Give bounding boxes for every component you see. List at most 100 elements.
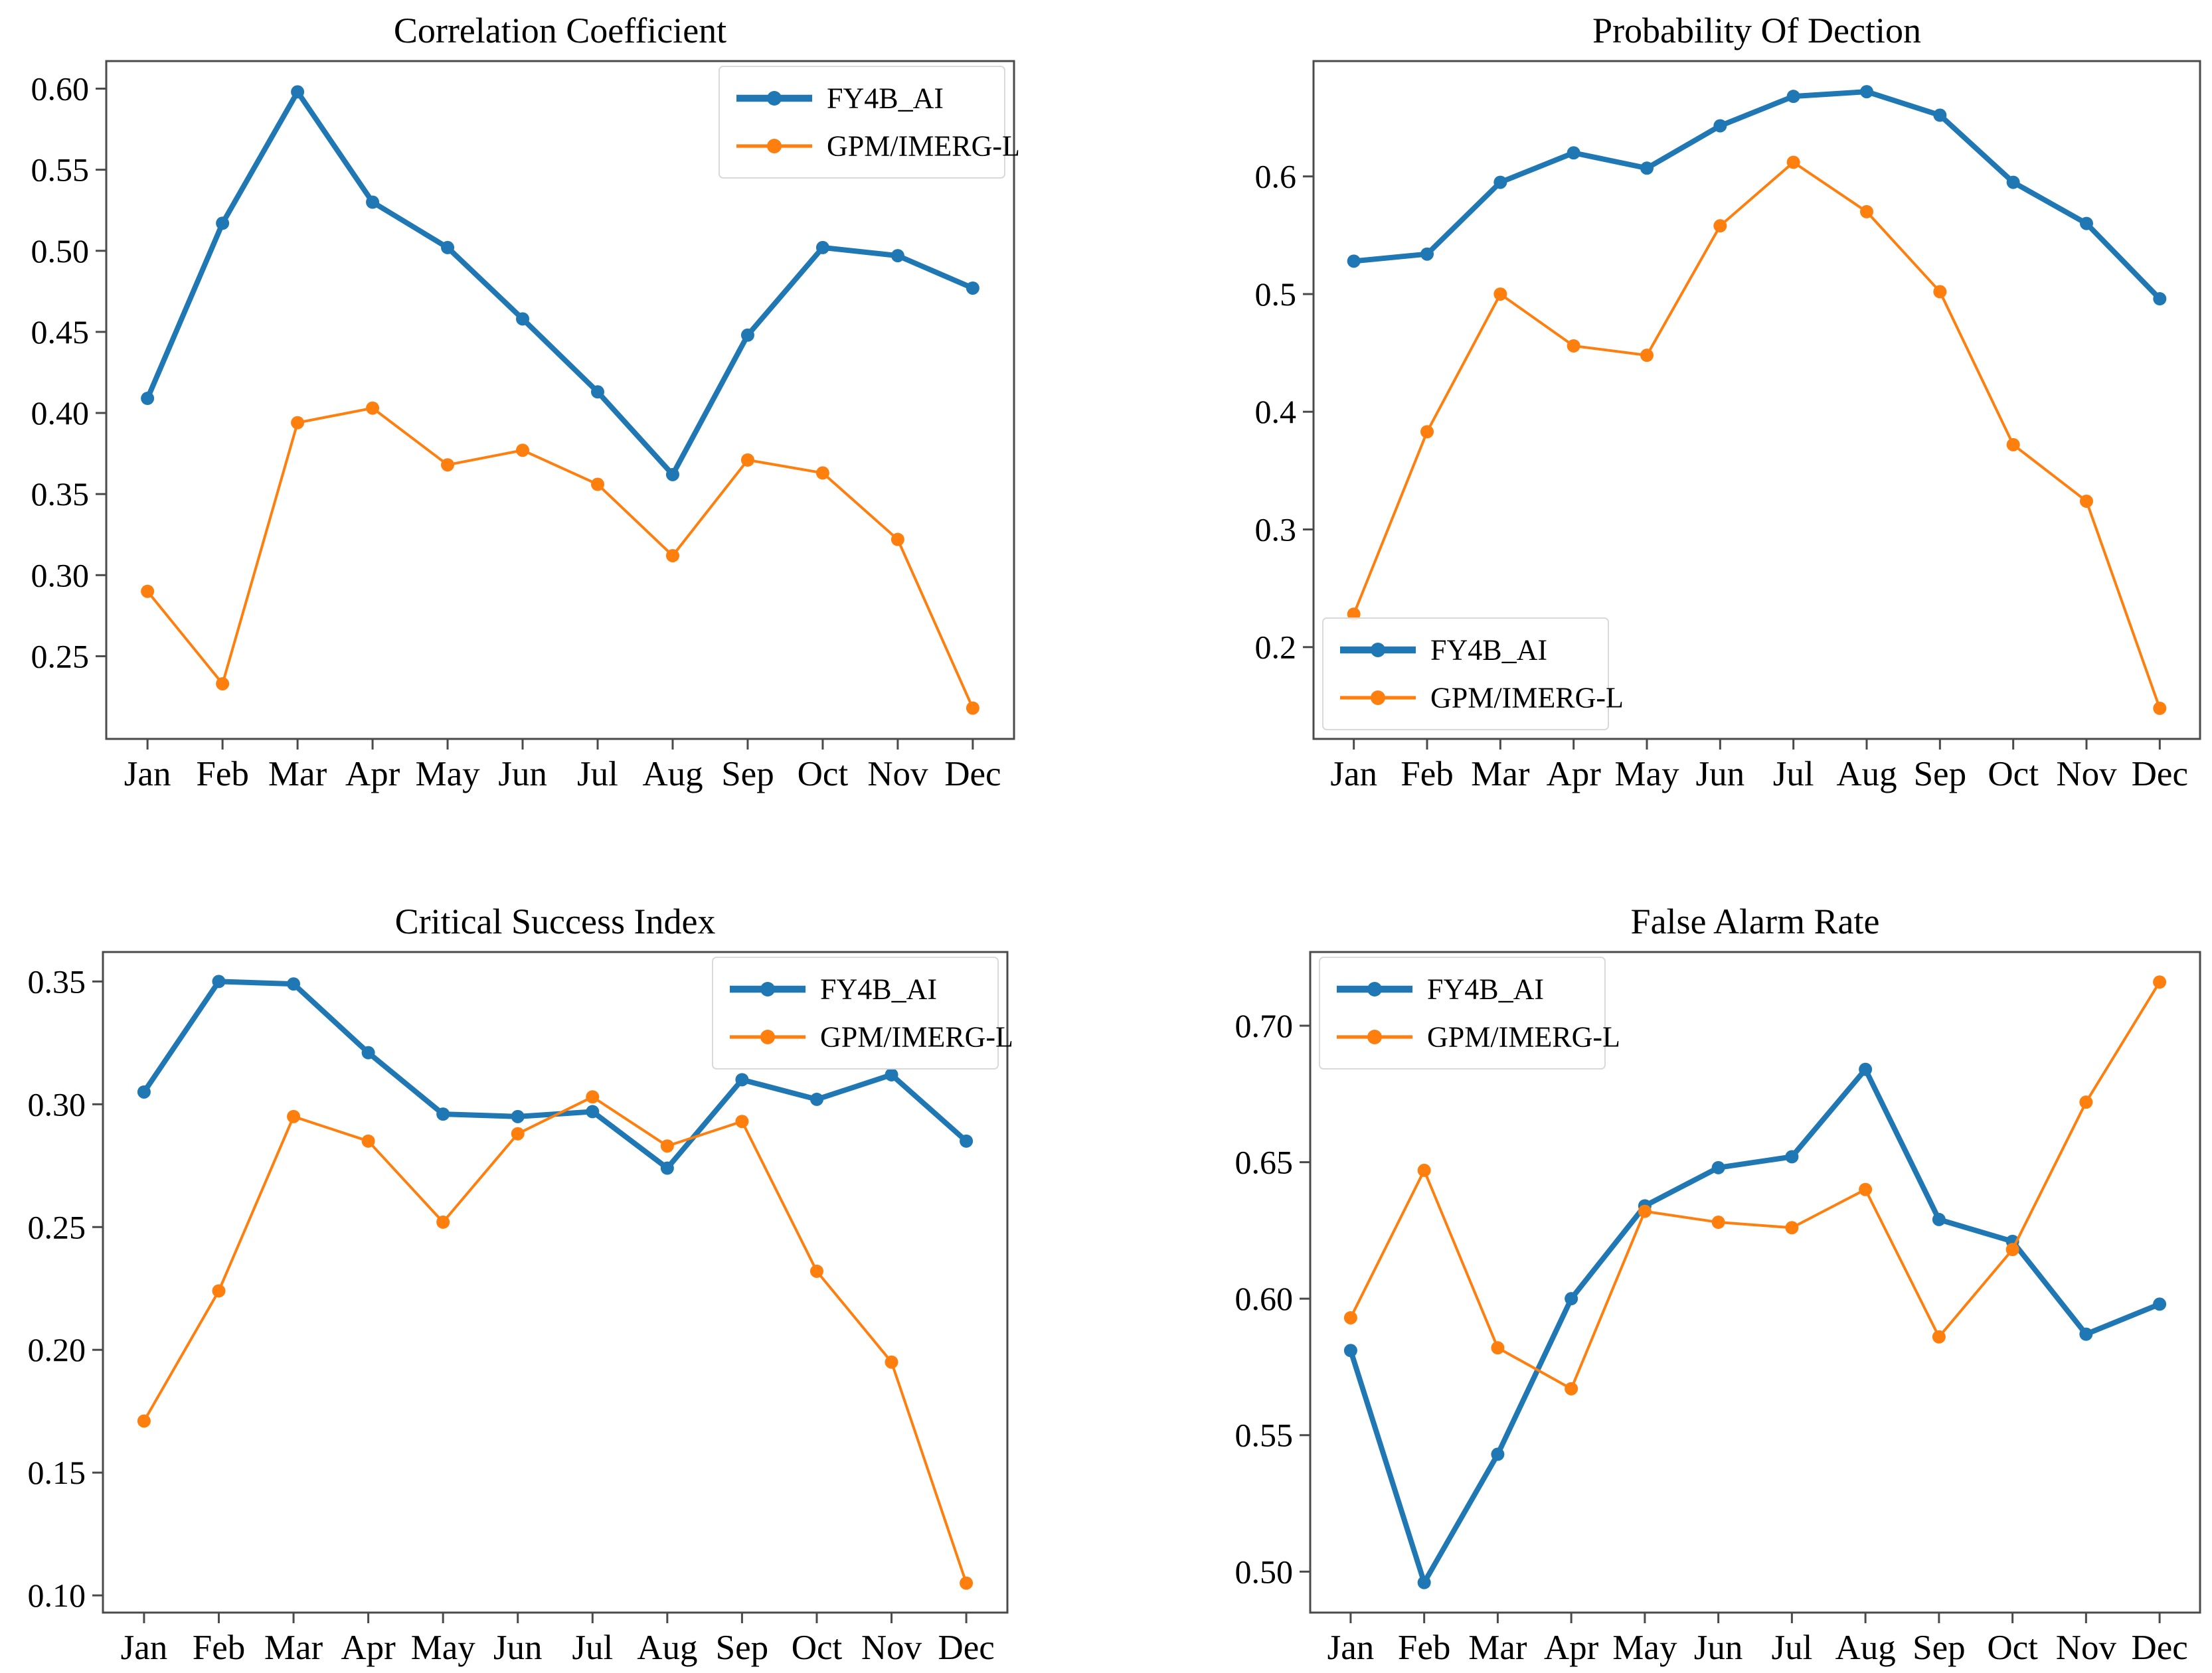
x-tick-label: Dec [944, 755, 1001, 793]
legend-label: FY4B_AI [1430, 634, 1547, 667]
y-tick-label: 0.45 [31, 313, 90, 351]
series-line-0 [145, 89, 976, 477]
chart-title: False Alarm Rate [1631, 902, 1880, 941]
x-tick-label: Nov [867, 755, 928, 793]
x-tick-label: Jun [1694, 1629, 1743, 1667]
legend-marker [760, 982, 775, 996]
legend: FY4B_AI GPM/IMERG-L [1322, 617, 1624, 730]
x-tick-label: Sep [1914, 755, 1967, 793]
legend-label: GPM/IMERG-L [1430, 682, 1624, 714]
y-tick-label: 0.35 [31, 475, 90, 513]
chart-false-alarm-rate: False Alarm Rate 0.50 0.55 0.60 0.65 0.70 Jan F… [1235, 902, 2201, 1667]
legend-marker [1371, 690, 1385, 705]
x-tick-label: May [1612, 1629, 1677, 1667]
legend: FY4B_AI GPM/IMERG-L [712, 957, 1013, 1070]
x-tick-label: Feb [193, 1629, 246, 1667]
x-tick-label: Feb [1401, 755, 1454, 793]
x-tick-label: May [411, 1629, 476, 1667]
x-tick-label: Dec [938, 1629, 994, 1667]
x-tick-label: Aug [637, 1629, 697, 1667]
x-tick-label: May [415, 755, 480, 793]
x-tick-label: Oct [1987, 1629, 2038, 1667]
series-line-1 [1352, 161, 2162, 710]
y-tick-label: 0.60 [31, 70, 90, 108]
chart-title: Critical Success Index [395, 902, 716, 941]
legend-label: FY4B_AI [820, 973, 937, 1006]
series-markers-0 [1343, 1062, 2167, 1589]
x-tick-label: Jul [577, 755, 618, 793]
chart-probability-of-dection: Probability Of Dection 0.2 0.3 0.4 0.5 0.6 Jan… [1255, 11, 2201, 793]
x-tick-label: Feb [1398, 1629, 1451, 1667]
y-tick-label: 0.40 [31, 394, 90, 432]
plot-frame [102, 951, 1009, 1614]
x-tick-label: Sep [721, 755, 774, 793]
x-tick-label: Aug [1836, 755, 1897, 793]
series-markers-1 [141, 401, 979, 715]
legend-marker [760, 1030, 775, 1044]
x-tick-label: Nov [2056, 755, 2117, 793]
x-tick-label: Jun [493, 1629, 543, 1667]
series-markers-1 [1343, 975, 2167, 1395]
x-tick-label: Mar [1471, 755, 1530, 793]
chart-title: Probability Of Dection [1592, 11, 1921, 50]
y-tick-label: 0.3 [1255, 511, 1297, 548]
legend-box [719, 66, 1005, 179]
chart-correlation-coefficient: Correlation Coefficient 0.25 0.30 0.35 0.40 0… [31, 11, 1020, 793]
x-tick-label: Apr [345, 755, 400, 793]
x-tick-label: Nov [861, 1629, 922, 1667]
x-tick-label: Aug [1835, 1629, 1895, 1667]
y-tick-label: 0.70 [1235, 1007, 1294, 1044]
y-tick-label: 0.5 [1255, 276, 1297, 313]
y-tick-label: 0.35 [28, 963, 86, 1000]
y-tick-label: 0.50 [1235, 1553, 1294, 1590]
plot-frame [1309, 951, 2201, 1614]
x-tick-label: Jan [121, 1629, 168, 1667]
y-tick-label: 0.2 [1255, 629, 1297, 666]
x-tick-label: Jul [572, 1629, 613, 1667]
series-line-1 [146, 406, 974, 710]
y-tick-label: 0.55 [31, 151, 90, 189]
y-tick-label: 0.20 [28, 1331, 86, 1368]
x-tick-label: Mar [264, 1629, 323, 1667]
legend-label: FY4B_AI [1427, 973, 1544, 1006]
y-tick-label: 0.50 [31, 232, 90, 270]
x-tick-label: Sep [716, 1629, 769, 1667]
x-tick-label: Sep [1913, 1629, 1966, 1667]
y-tick-label: 0.25 [28, 1208, 86, 1245]
legend-box [1319, 957, 1606, 1070]
x-tick-label: Jan [1330, 755, 1377, 793]
x-tick-label: Nov [2056, 1629, 2117, 1667]
x-tick-label: Dec [2131, 1629, 2187, 1667]
legend-label: GPM/IMERG-L [820, 1021, 1013, 1054]
legend-marker [1367, 1030, 1382, 1044]
x-tick-label: Oct [792, 1629, 843, 1667]
chart-title: Correlation Coefficient [394, 11, 726, 50]
plot-frame [105, 60, 1015, 740]
y-tick-label: 0.15 [28, 1454, 86, 1491]
y-tick-label: 0.30 [31, 556, 90, 594]
y-tick-label: 0.6 [1255, 158, 1297, 195]
x-tick-label: Apr [1546, 755, 1601, 793]
x-tick-label: Apr [341, 1629, 396, 1667]
chart-critical-success-index: Critical Success Index 0.10 0.15 0.20 0.25 0.… [28, 902, 1013, 1667]
legend-box [1322, 617, 1609, 730]
x-tick-label: Jan [124, 755, 171, 793]
x-tick-label: May [1614, 755, 1679, 793]
y-tick-label: 0.65 [1235, 1144, 1294, 1181]
x-tick-label: Jul [1773, 755, 1814, 793]
plot-frame [1312, 60, 2201, 740]
series-markers-1 [137, 1090, 974, 1590]
legend-box [712, 957, 999, 1070]
x-tick-label: Jan [1327, 1629, 1375, 1667]
x-tick-label: Jun [1696, 755, 1745, 793]
legend: FY4B_AI GPM/IMERG-L [719, 66, 1020, 179]
x-tick-label: Dec [2132, 755, 2188, 793]
series-line-0 [1347, 1066, 2163, 1585]
series-line-1 [142, 1095, 968, 1585]
x-tick-label: Jul [1771, 1629, 1812, 1667]
series-line-0 [1351, 89, 2163, 302]
legend-label: GPM/IMERG-L [1427, 1021, 1620, 1054]
y-tick-label: 0.4 [1255, 393, 1297, 430]
y-tick-label: 0.25 [31, 637, 90, 675]
